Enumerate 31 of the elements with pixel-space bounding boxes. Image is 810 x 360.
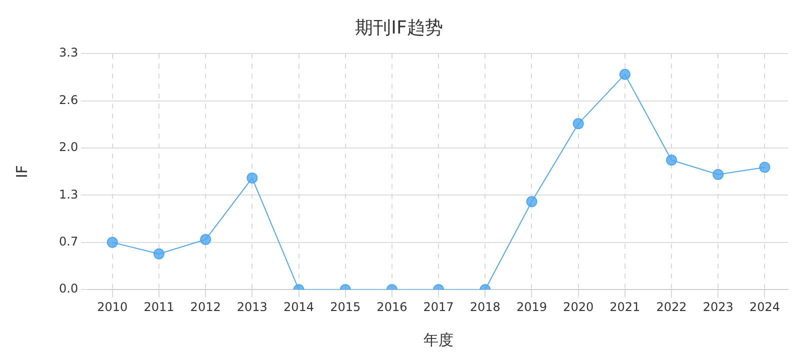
point (106, 236, 118, 248)
y-axis-title: IF (12, 165, 31, 178)
x-tick-label: 2017 (423, 300, 454, 314)
chart-title: 期刊IF趋势 (355, 17, 443, 38)
x-tick-label: 2011 (144, 300, 174, 314)
x-tick-label: 2021 (610, 300, 640, 314)
x-tick-label: 2019 (516, 300, 548, 314)
point (712, 168, 724, 180)
point (666, 154, 678, 166)
y-tick-label: 2.0 (58, 140, 78, 154)
x-tick-label: 2020 (563, 300, 594, 314)
y-tick-label: 2.6 (58, 92, 78, 107)
x-tick-label: 2018 (470, 300, 500, 314)
y-tick-label: 0.7 (58, 234, 78, 249)
y-tick-label: 0.0 (58, 282, 78, 296)
x-tick-label: 2010 (97, 300, 128, 314)
y-tick-label: 1.3 (58, 187, 78, 202)
x-tick-label: 2016 (376, 300, 408, 314)
x-tick-label: 2012 (190, 300, 221, 314)
y-tick-label: 3.3 (58, 46, 78, 60)
point (572, 118, 584, 130)
x-tick-label: 2023 (702, 300, 734, 314)
x-tick-label: 2013 (236, 300, 268, 314)
x-tick-label: 2014 (283, 300, 314, 314)
point (246, 172, 258, 184)
point (759, 162, 770, 173)
x-axis-title: 年度 (424, 330, 454, 349)
x-tick-label: 2022 (656, 300, 687, 314)
x-tick-label: 2024 (749, 300, 780, 314)
x-tick-label: 2015 (330, 300, 361, 314)
point (526, 196, 538, 208)
